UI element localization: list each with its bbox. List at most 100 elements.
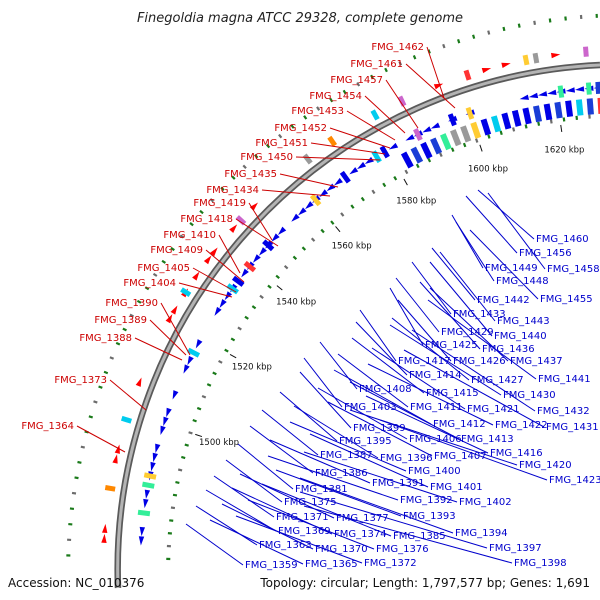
gene-label-fmg-1450[interactable]: FMG_1450	[240, 152, 293, 163]
gene-arrow	[203, 255, 212, 265]
gene-label-fmg-1406[interactable]: FMG_1406	[409, 434, 462, 445]
gene-label-fmg-1432[interactable]: FMG_1432	[537, 406, 590, 417]
gene-label-fmg-1441[interactable]: FMG_1441	[538, 374, 591, 385]
gene-label-fmg-1404[interactable]: FMG_1404	[123, 278, 176, 289]
leader-fmg-1369	[205, 489, 277, 532]
gene-label-fmg-1461[interactable]: FMG_1461	[350, 59, 403, 70]
gene-label-fmg-1372[interactable]: FMG_1372	[364, 558, 417, 569]
gene-label-fmg-1420[interactable]: FMG_1420	[519, 460, 572, 471]
gene-label-fmg-1448[interactable]: FMG_1448	[496, 276, 549, 287]
gene-label-fmg-1359[interactable]: FMG_1359	[245, 560, 298, 571]
gene-label-fmg-1395[interactable]: FMG_1395	[339, 436, 392, 447]
gene-label-fmg-1392[interactable]: FMG_1392	[400, 495, 453, 506]
gene-label-fmg-1462[interactable]: FMG_1462	[371, 42, 424, 53]
gene-label-fmg-1460[interactable]: FMG_1460	[536, 234, 589, 245]
gene-label-fmg-1373[interactable]: FMG_1373	[54, 375, 107, 386]
gene-label-fmg-1388[interactable]: FMG_1388	[79, 333, 132, 344]
gene-label-fmg-1396[interactable]: FMG_1396	[380, 453, 433, 464]
gene-label-fmg-1436[interactable]: FMG_1436	[482, 344, 535, 355]
gene-label-fmg-1434[interactable]: FMG_1434	[206, 185, 259, 196]
gc-tick	[152, 272, 158, 277]
gene-label-fmg-1458[interactable]: FMG_1458	[547, 264, 600, 275]
gene-label-fmg-1409[interactable]: FMG_1409	[150, 245, 203, 256]
gc-tick	[172, 493, 178, 497]
gene-label-fmg-1425[interactable]: FMG_1425	[425, 340, 478, 351]
gene-label-fmg-1371[interactable]: FMG_1371	[276, 512, 329, 523]
gene-label-fmg-1387[interactable]: FMG_1387	[320, 450, 373, 461]
gene-box	[302, 153, 313, 165]
gene-label-fmg-1442[interactable]: FMG_1442	[477, 295, 530, 306]
gene-label-fmg-1397[interactable]: FMG_1397	[489, 543, 542, 554]
gene-label-fmg-1405[interactable]: FMG_1405	[137, 263, 190, 274]
gene-label-fmg-1400[interactable]: FMG_1400	[408, 466, 461, 477]
gene-label-fmg-1403[interactable]: FMG_1403	[344, 402, 397, 413]
gene-label-fmg-1437[interactable]: FMG_1437	[510, 356, 563, 367]
gene-label-fmg-1416[interactable]: FMG_1416	[490, 448, 543, 459]
gene-label-fmg-1426[interactable]: FMG_1426	[453, 356, 506, 367]
gene-label-fmg-1401[interactable]: FMG_1401	[430, 482, 483, 493]
gene-label-fmg-1365[interactable]: FMG_1365	[305, 559, 358, 570]
gene-label-fmg-1430[interactable]: FMG_1430	[503, 390, 556, 401]
gene-label-fmg-1370[interactable]: FMG_1370	[315, 544, 368, 555]
gene-label-fmg-1377[interactable]: FMG_1377	[336, 513, 389, 524]
gc-tick	[170, 246, 175, 252]
leader-fmg-1407	[327, 401, 433, 457]
gene-label-fmg-1391[interactable]: FMG_1391	[372, 478, 425, 489]
gene-label-fmg-1364[interactable]: FMG_1364	[21, 421, 74, 432]
gene-label-fmg-1423[interactable]: FMG_1423	[549, 475, 600, 486]
gene-label-fmg-1398[interactable]: FMG_1398	[514, 558, 567, 569]
gene-label-fmg-1418[interactable]: FMG_1418	[180, 214, 233, 225]
gene-arrow	[565, 87, 576, 93]
gene-label-fmg-1385[interactable]: FMG_1385	[393, 531, 446, 542]
gene-label-fmg-1414[interactable]: FMG_1414	[409, 370, 462, 381]
gene-label-fmg-1413[interactable]: FMG_1413	[461, 434, 514, 445]
gene-label-fmg-1399[interactable]: FMG_1399	[353, 423, 406, 434]
gc-tick	[230, 337, 236, 342]
gene-label-fmg-1456[interactable]: FMG_1456	[519, 248, 572, 259]
gene-label-fmg-1415[interactable]: FMG_1415	[426, 388, 479, 399]
kbp-label-1620-kbp: 1620 kbp	[544, 146, 584, 156]
gene-label-fmg-1452[interactable]: FMG_1452	[274, 123, 327, 134]
gene-label-fmg-1390[interactable]: FMG_1390	[105, 298, 158, 309]
gene-label-fmg-1381[interactable]: FMG_1381	[295, 484, 348, 495]
leader-fmg-1364	[76, 425, 126, 453]
gene-label-fmg-1429[interactable]: FMG_1429	[441, 327, 494, 338]
gene-label-fmg-1433[interactable]: FMG_1433	[453, 309, 506, 320]
gene-label-fmg-1408[interactable]: FMG_1408	[359, 384, 412, 395]
gene-label-fmg-1417[interactable]: FMG_1417	[398, 356, 451, 367]
leader-fmg-1396	[293, 405, 379, 459]
gene-label-fmg-1363[interactable]: FMG_1363	[259, 540, 312, 551]
gene-label-fmg-1421[interactable]: FMG_1421	[467, 404, 520, 415]
gene-label-fmg-1443[interactable]: FMG_1443	[497, 316, 550, 327]
gene-label-fmg-1449[interactable]: FMG_1449	[485, 263, 538, 274]
gene-box	[235, 215, 247, 226]
gene-label-fmg-1375[interactable]: FMG_1375	[284, 497, 337, 508]
gene-label-fmg-1412[interactable]: FMG_1412	[433, 419, 486, 430]
gene-label-fmg-1374[interactable]: FMG_1374	[334, 529, 387, 540]
gene-label-fmg-1419[interactable]: FMG_1419	[193, 198, 246, 209]
gene-label-fmg-1369[interactable]: FMG_1369	[278, 526, 331, 537]
gene-label-fmg-1435[interactable]: FMG_1435	[224, 169, 277, 180]
gene-label-fmg-1410[interactable]: FMG_1410	[163, 230, 216, 241]
gene-label-fmg-1422[interactable]: FMG_1422	[495, 420, 548, 431]
gene-label-fmg-1455[interactable]: FMG_1455	[540, 294, 593, 305]
gene-arrow	[152, 452, 158, 463]
gene-label-fmg-1411[interactable]: FMG_1411	[410, 402, 463, 413]
gene-label-fmg-1376[interactable]: FMG_1376	[376, 544, 429, 555]
gene-box	[137, 509, 151, 517]
gene-label-fmg-1394[interactable]: FMG_1394	[455, 528, 508, 539]
gene-label-fmg-1427[interactable]: FMG_1427	[471, 375, 524, 386]
gene-label-fmg-1402[interactable]: FMG_1402	[459, 497, 512, 508]
gene-label-fmg-1457[interactable]: FMG_1457	[330, 75, 383, 86]
gene-label-fmg-1440[interactable]: FMG_1440	[494, 331, 547, 342]
gene-label-fmg-1386[interactable]: FMG_1386	[315, 468, 368, 479]
gc-tick	[242, 164, 247, 169]
gene-label-fmg-1451[interactable]: FMG_1451	[255, 138, 308, 149]
kbp-label-1540-kbp: 1540 kbp	[276, 297, 316, 307]
gene-label-fmg-1431[interactable]: FMG_1431	[546, 422, 599, 433]
gene-label-fmg-1389[interactable]: FMG_1389	[94, 315, 147, 326]
gene-label-fmg-1393[interactable]: FMG_1393	[403, 511, 456, 522]
gene-label-fmg-1453[interactable]: FMG_1453	[291, 106, 344, 117]
gene-label-fmg-1407[interactable]: FMG_1407	[434, 451, 487, 462]
gene-label-fmg-1454[interactable]: FMG_1454	[309, 91, 362, 102]
